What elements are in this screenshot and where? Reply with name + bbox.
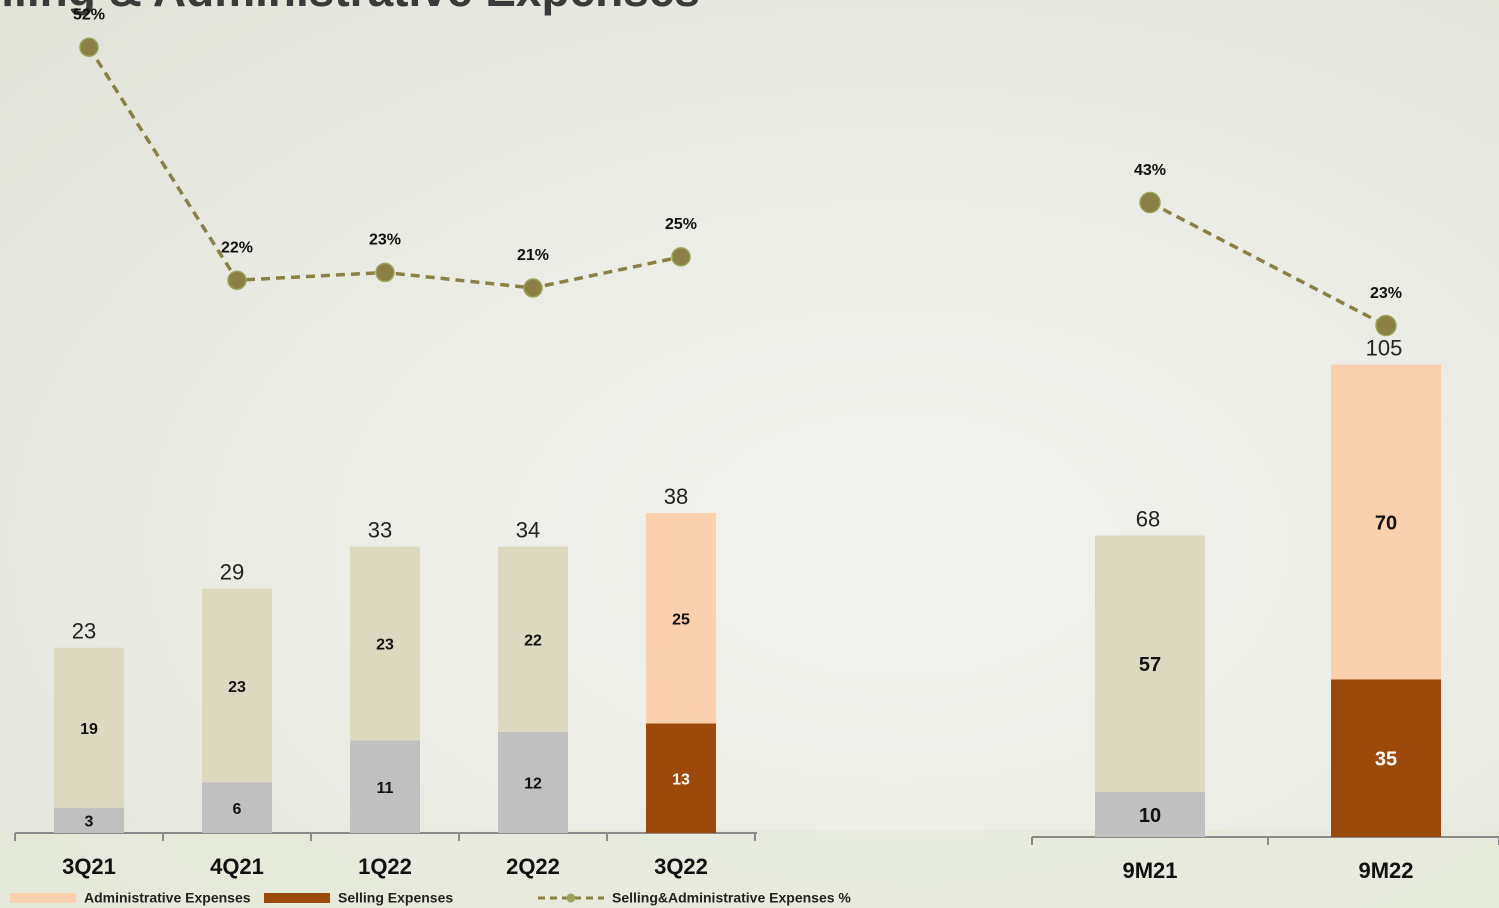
slide-title: Selling & Administrative Expenses <box>0 0 700 16</box>
total-label: 38 <box>664 484 688 509</box>
total-label: 34 <box>516 517 540 542</box>
bar-segment <box>350 740 420 833</box>
bar-segment <box>646 512 716 724</box>
segment-label: 25 <box>672 611 690 628</box>
pct-marker <box>227 270 247 290</box>
bar-segment <box>202 782 272 833</box>
bar-segment <box>1331 364 1441 680</box>
segment-label: 23 <box>228 679 246 696</box>
segment-label: 11 <box>377 780 394 797</box>
total-label: 29 <box>220 560 244 585</box>
legend-swatch <box>264 893 330 903</box>
bar-segment <box>1095 792 1205 837</box>
bar-segment <box>1095 535 1205 792</box>
legend-label: Administrative Expenses <box>84 890 251 906</box>
segment-label: 70 <box>1375 512 1397 534</box>
category-label: 9M22 <box>1358 858 1413 883</box>
pct-marker <box>1375 314 1397 337</box>
bar-segment <box>54 807 124 833</box>
pct-marker <box>79 37 99 58</box>
pct-label: 21% <box>517 247 549 264</box>
segment-label: 12 <box>524 776 542 793</box>
segment-label: 13 <box>672 771 690 788</box>
bar-segment <box>202 588 272 783</box>
category-label: 4Q21 <box>210 854 264 879</box>
category-label: 3Q21 <box>62 854 116 879</box>
total-label: 33 <box>368 517 392 542</box>
segment-label: 57 <box>1139 654 1161 676</box>
category-label: 9M21 <box>1122 858 1177 883</box>
pct-label: 22% <box>221 239 253 256</box>
total-label: 23 <box>72 619 96 644</box>
pct-label: 23% <box>369 232 401 249</box>
segment-label: 6 <box>233 801 242 818</box>
bar-segment <box>498 546 568 732</box>
pct-marker <box>375 262 395 283</box>
segment-label: 10 <box>1139 805 1161 827</box>
pct-marker <box>1139 191 1161 214</box>
bar-segment <box>1331 679 1441 837</box>
pct-marker <box>671 247 691 267</box>
segment-label: 35 <box>1375 749 1397 771</box>
category-label: 2Q22 <box>506 854 560 879</box>
total-label: 105 <box>1366 335 1403 360</box>
segment-label: 23 <box>376 637 394 654</box>
pct-label: 23% <box>1370 285 1402 302</box>
segment-label: 19 <box>80 721 98 738</box>
ground <box>0 830 1499 908</box>
legend-marker <box>566 893 576 903</box>
pct-label: 25% <box>665 216 697 233</box>
pct-label: 43% <box>1134 162 1166 179</box>
bar-segment <box>498 731 568 833</box>
segment-label: 3 <box>85 814 94 831</box>
category-label: 1Q22 <box>358 854 412 879</box>
bar-segment <box>350 546 420 741</box>
bar-segment <box>646 723 716 833</box>
pct-label: 52% <box>73 7 105 24</box>
legend-label: Selling&Administrative Expenses % <box>612 890 851 906</box>
bar-segment <box>54 647 124 808</box>
segment-label: 22 <box>524 633 542 650</box>
total-label: 68 <box>1136 506 1160 531</box>
pct-marker <box>523 278 543 298</box>
category-label: 3Q22 <box>654 854 708 879</box>
legend-swatch <box>10 893 76 903</box>
legend-label: Selling Expenses <box>338 890 453 906</box>
